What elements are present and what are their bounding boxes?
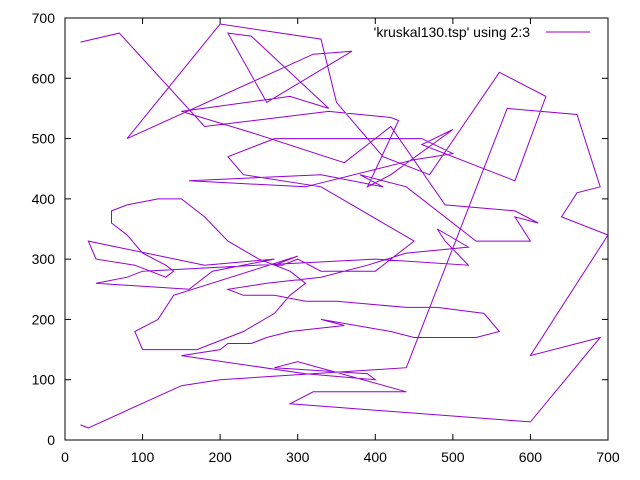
x-tick-label: 0 xyxy=(61,449,69,465)
y-tick-label: 500 xyxy=(32,131,56,147)
y-tick-label: 100 xyxy=(32,372,56,388)
x-tick-label: 500 xyxy=(441,449,465,465)
y-tick-label: 400 xyxy=(32,191,56,207)
y-tick-label: 600 xyxy=(32,70,56,86)
legend-label: 'kruskal130.tsp' using 2:3 xyxy=(374,24,531,40)
x-tick-label: 200 xyxy=(208,449,232,465)
x-tick-label: 400 xyxy=(364,449,388,465)
y-tick-label: 0 xyxy=(47,432,55,448)
y-tick-label: 200 xyxy=(32,311,56,327)
x-tick-label: 300 xyxy=(286,449,310,465)
series-line xyxy=(80,23,609,429)
y-tick-label: 700 xyxy=(32,10,56,26)
x-tick-label: 700 xyxy=(596,449,620,465)
x-tick-label: 100 xyxy=(131,449,155,465)
plot-frame xyxy=(64,17,609,441)
x-tick-label: 600 xyxy=(519,449,543,465)
y-tick-label: 300 xyxy=(32,251,56,267)
